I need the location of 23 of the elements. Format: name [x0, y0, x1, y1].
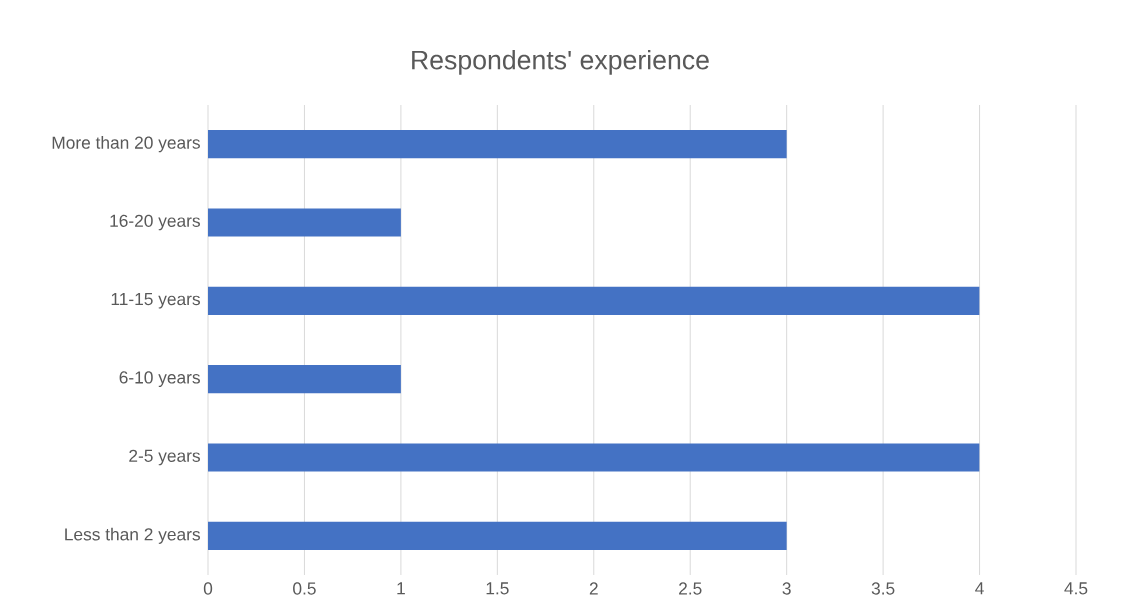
x-tick-label: 3	[782, 582, 791, 595]
x-tick-label: 4.5	[1064, 582, 1088, 595]
x-tick-label: 3.5	[871, 582, 895, 595]
x-tick-label: 2.5	[679, 582, 702, 595]
y-tick-label: More than 20 years	[52, 136, 200, 153]
bar	[208, 365, 401, 394]
x-tick-label: 1.5	[486, 582, 509, 595]
y-tick-label: 2-5 years	[129, 449, 200, 466]
x-tick-label: 0	[203, 582, 213, 595]
bar	[208, 443, 980, 472]
y-tick-label: 11-15 years	[111, 293, 200, 309]
x-tick-label: 4	[975, 582, 984, 595]
y-tick-label: 6-10 years	[119, 371, 200, 388]
x-tick-label: 0.5	[293, 582, 316, 595]
x-tick-label: 2	[589, 582, 598, 595]
chart-title: Respondents' experience	[412, 49, 709, 75]
bar	[208, 130, 787, 159]
bar	[208, 521, 787, 550]
bar	[208, 208, 401, 237]
y-tick-label: 16-20 years	[110, 214, 200, 231]
bar	[208, 286, 980, 315]
x-tick-label: 1	[397, 582, 405, 595]
y-tick-label: Less than 2 years	[65, 527, 200, 544]
